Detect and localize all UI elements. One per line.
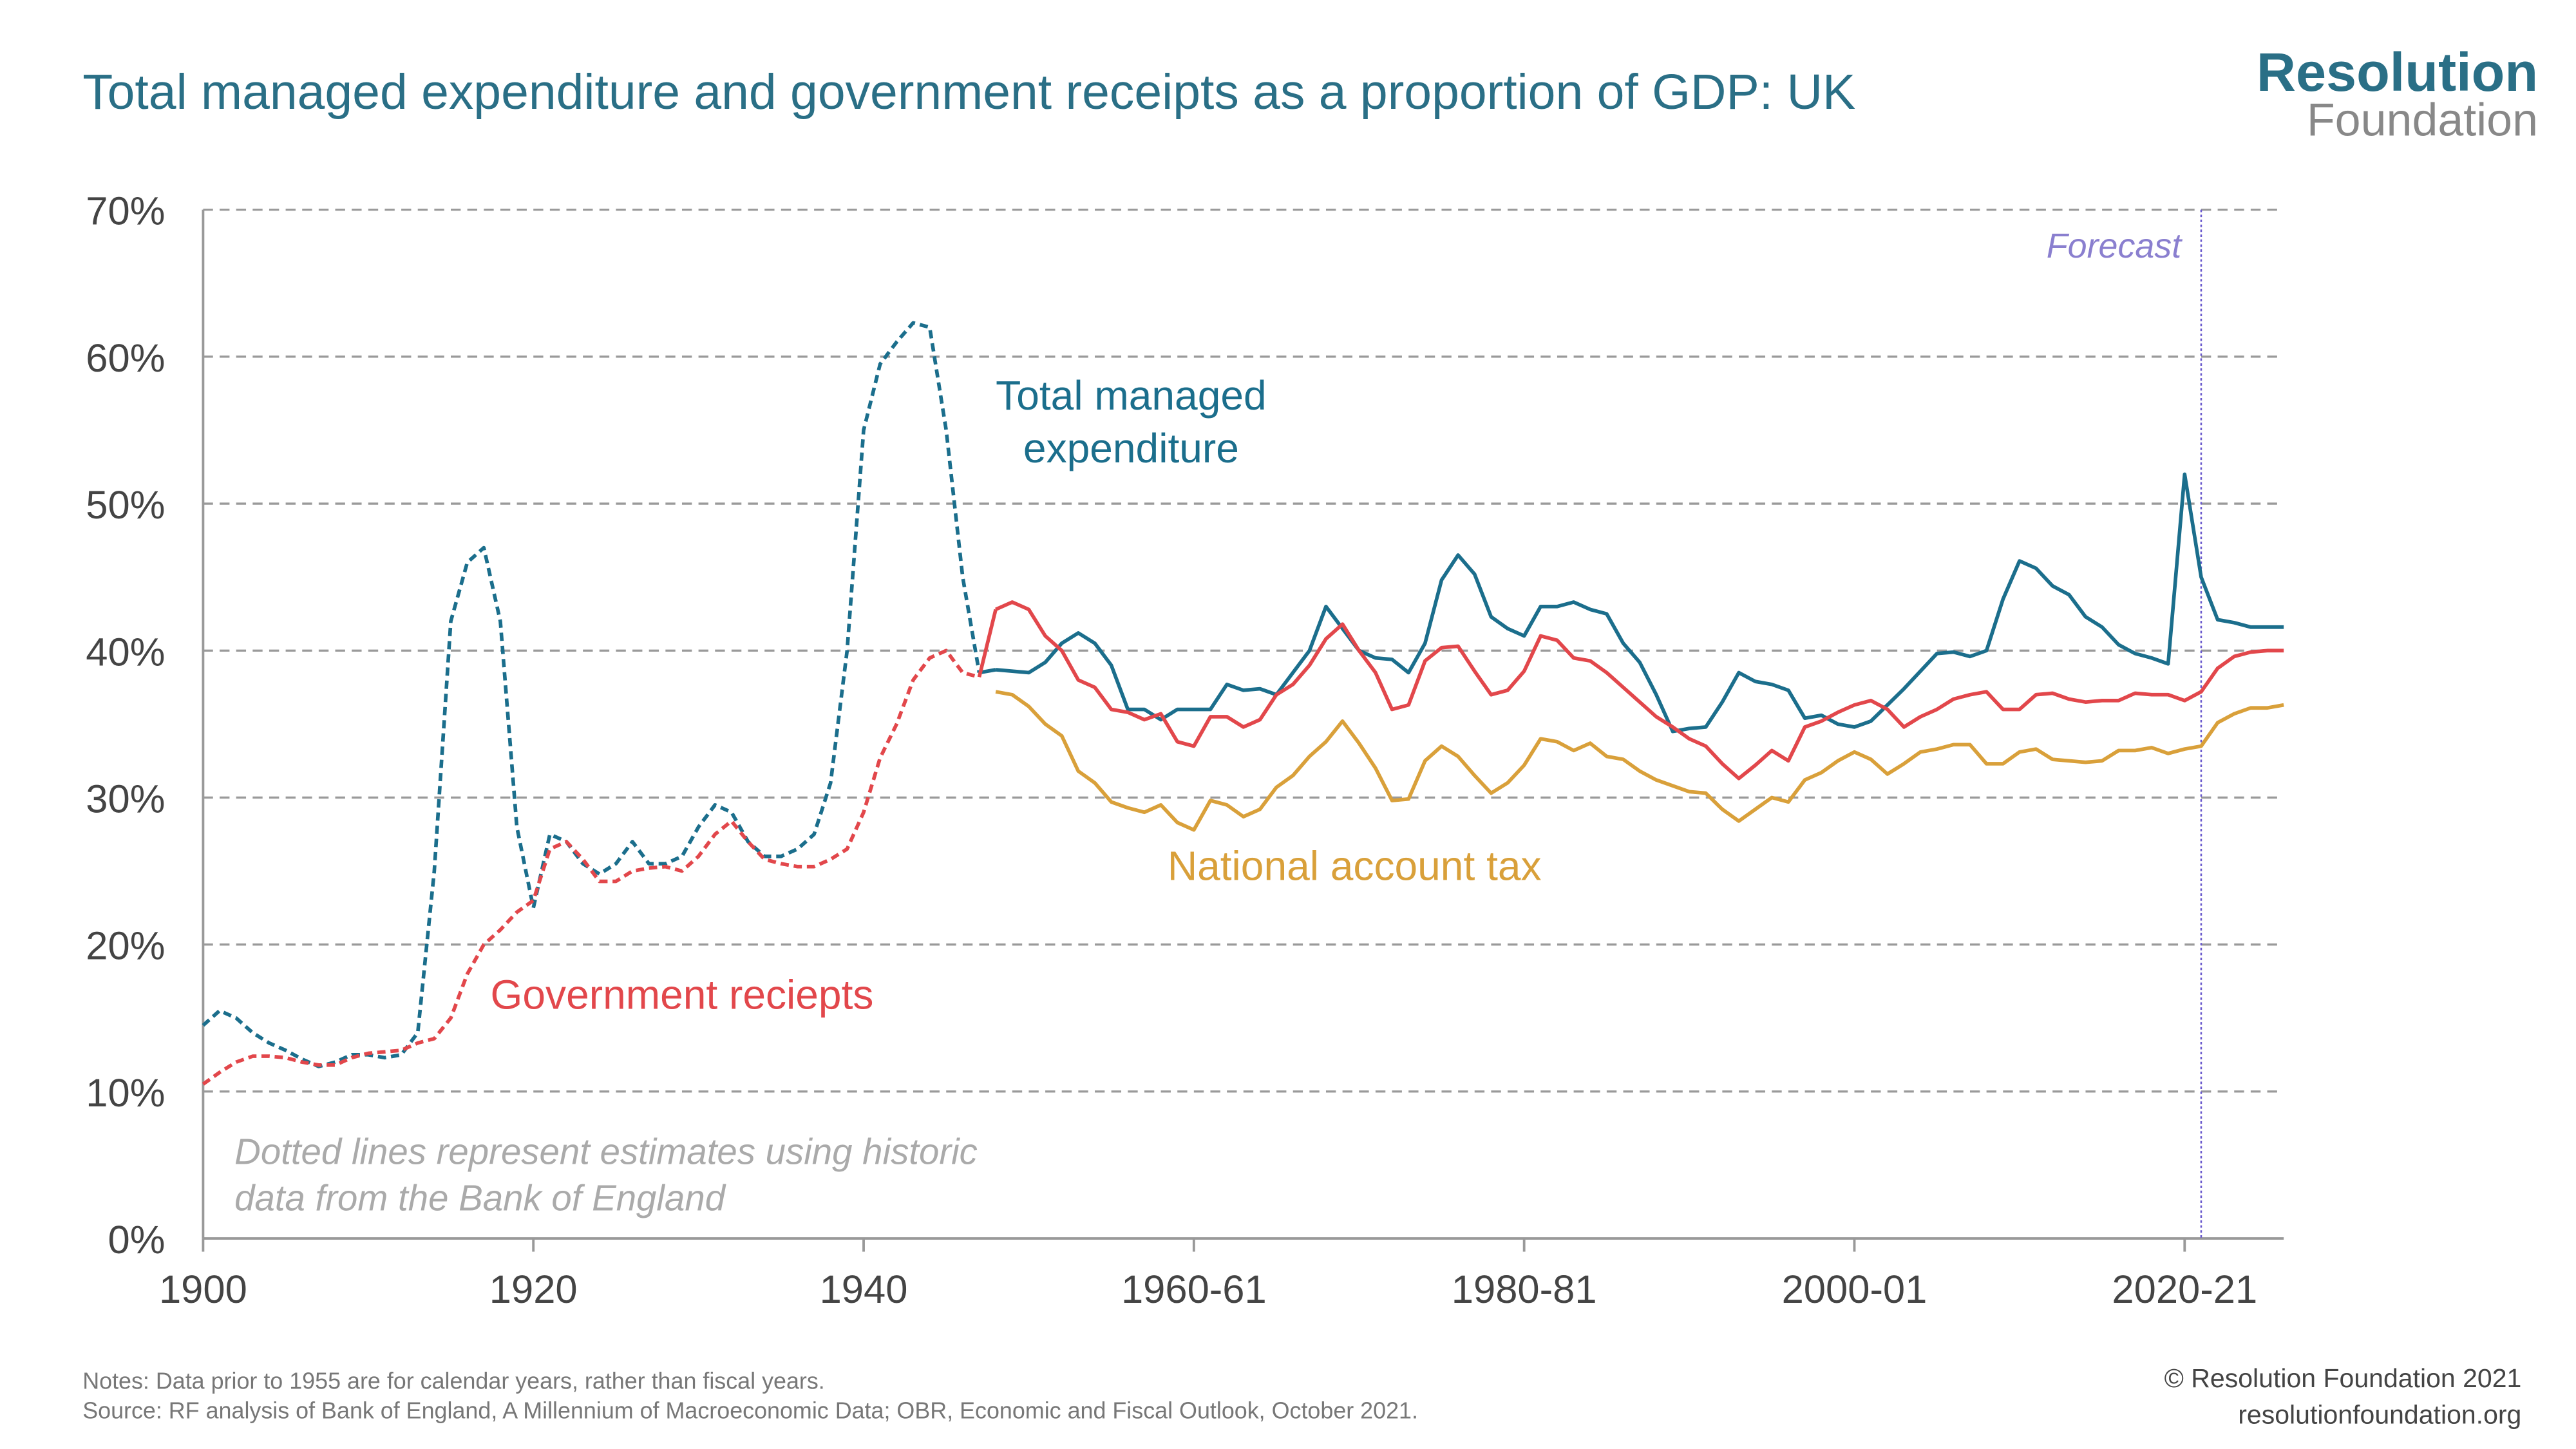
forecast-label: Forecast (2047, 227, 2183, 265)
logo-top: Resolution (2257, 41, 2538, 102)
estimate-line (202, 649, 980, 1086)
logo-bottom: Foundation (2307, 94, 2538, 146)
series-line (995, 472, 2284, 734)
copyright: © Resolution Foundation 2021 (2164, 1363, 2522, 1393)
y-tick-label: 20% (86, 924, 165, 969)
y-tick-label: 10% (86, 1071, 165, 1115)
chart-title: Total managed expenditure and government… (82, 64, 1855, 120)
note: Notes: Data prior to 1955 are for calend… (82, 1368, 825, 1394)
y-tick-label: 50% (86, 483, 165, 527)
source: Source: RF analysis of Bank of England, … (82, 1398, 1418, 1424)
x-tick-label: 1960-61 (1121, 1267, 1267, 1312)
website: resolutionfoundation.org (2238, 1399, 2521, 1429)
x-tick-label: 1940 (820, 1267, 908, 1312)
series-label: Government reciepts (491, 972, 874, 1018)
series-connector (977, 609, 998, 678)
series-label: Total managed expenditure (996, 372, 1266, 471)
estimate-line (202, 321, 981, 1068)
y-tick-label: 40% (86, 630, 165, 674)
x-tick-label: 2020-21 (2112, 1267, 2257, 1312)
series-line (995, 600, 2284, 781)
series-line (995, 690, 2284, 832)
y-tick-label: 30% (86, 777, 165, 822)
y-tick-label: 70% (86, 189, 165, 234)
y-tick-label: 0% (108, 1218, 165, 1262)
y-tick-label: 60% (86, 336, 165, 381)
annotation: Dotted lines represent estimates using h… (234, 1132, 978, 1218)
x-tick-label: 1920 (489, 1267, 578, 1312)
series-label: National account tax (1168, 843, 1542, 889)
x-tick-label: 1980-81 (1452, 1267, 1597, 1312)
x-tick-label: 2000-01 (1782, 1267, 1927, 1312)
x-tick-label: 1900 (159, 1267, 247, 1312)
